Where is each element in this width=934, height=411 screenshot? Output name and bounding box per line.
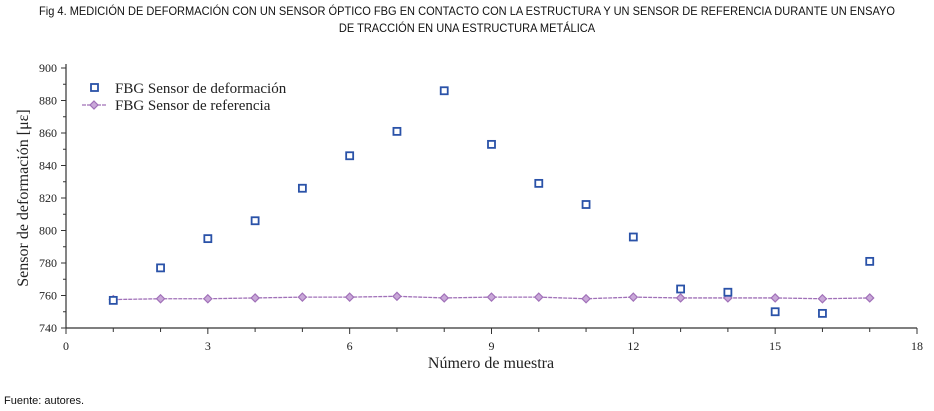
x-tick-label: 9 xyxy=(489,339,495,353)
deformation-point xyxy=(108,295,118,305)
reference-point xyxy=(533,292,544,302)
reference-point xyxy=(817,293,828,304)
reference-point xyxy=(392,291,402,302)
y-tick-label: 860 xyxy=(39,126,57,140)
deformation-point xyxy=(345,151,355,161)
source-note: Fuente: autores. xyxy=(4,395,85,407)
reference-point xyxy=(581,293,591,304)
deformation-point xyxy=(250,216,260,226)
deformation-point xyxy=(534,178,544,188)
x-tick-label: 0 xyxy=(63,339,69,353)
title-line-2: DE TRACCIÓN EN UNA ESTRUCTURA METÁLICA xyxy=(338,21,596,35)
y-tick-label: 900 xyxy=(39,61,57,75)
deformation-point xyxy=(581,200,591,209)
deformation-point xyxy=(392,126,402,136)
title-line-1: Fig 4. MEDICIÓN DE DEFORMACIÓN CON UN SE… xyxy=(39,4,895,18)
x-axis-label: Número de muestra xyxy=(428,355,554,372)
y-axis-label: Sensor de deformación [με] xyxy=(15,109,32,286)
reference-point xyxy=(864,293,875,303)
legend-label-deformation: FBG Sensor de deformación xyxy=(115,81,287,97)
x-tick-label: 6 xyxy=(347,339,353,353)
x-tick-label: 3 xyxy=(205,339,211,353)
reference-point xyxy=(770,293,781,303)
reference-point xyxy=(202,293,213,304)
y-tick-label: 880 xyxy=(39,94,57,108)
figure-title: Fig 4. MEDICIÓN DE DEFORMACIÓN CON UN SE… xyxy=(37,3,896,37)
deformation-point xyxy=(628,232,638,242)
deformation-point xyxy=(156,263,165,273)
y-tick-label: 740 xyxy=(39,321,57,335)
axes: 740 760 780 800 820 840 860 880 900 0 3 6 9 12 15 18 xyxy=(39,61,923,353)
deformation-point xyxy=(770,307,780,317)
legend-marker-reference xyxy=(89,100,99,110)
legend-marker-deformation xyxy=(90,83,99,92)
reference-point xyxy=(486,292,497,302)
reference-point xyxy=(439,293,450,303)
deformation-point xyxy=(297,183,307,193)
reference-point xyxy=(250,293,260,303)
deformation-point xyxy=(439,86,449,96)
deformation-point xyxy=(865,256,875,266)
deformation-point xyxy=(203,234,213,244)
legend-label-reference: FBG Sensor de referencia xyxy=(115,98,271,114)
data-marks xyxy=(108,86,875,318)
y-tick-label: 840 xyxy=(39,159,57,173)
y-tick-label: 760 xyxy=(39,289,57,303)
reference-point xyxy=(628,292,639,302)
deformation-point xyxy=(487,139,496,149)
x-tick-label: 15 xyxy=(769,339,781,353)
deformation-point xyxy=(818,308,827,318)
deformation-point xyxy=(676,284,686,294)
reference-point xyxy=(155,293,166,304)
reference-point xyxy=(344,292,355,302)
x-tick-label: 18 xyxy=(911,339,923,353)
y-tick-label: 780 xyxy=(39,256,57,270)
x-tick-label: 12 xyxy=(627,339,639,353)
y-tick-label: 820 xyxy=(39,191,57,205)
deformation-point xyxy=(723,287,733,297)
reference-point xyxy=(675,293,686,303)
y-tick-label: 800 xyxy=(39,224,57,238)
reference-point xyxy=(297,292,308,302)
